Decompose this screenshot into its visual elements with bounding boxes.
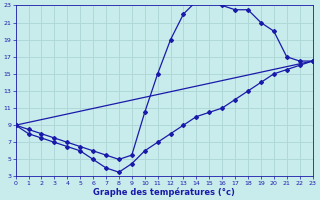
X-axis label: Graphe des températures (°c): Graphe des températures (°c) — [93, 187, 235, 197]
